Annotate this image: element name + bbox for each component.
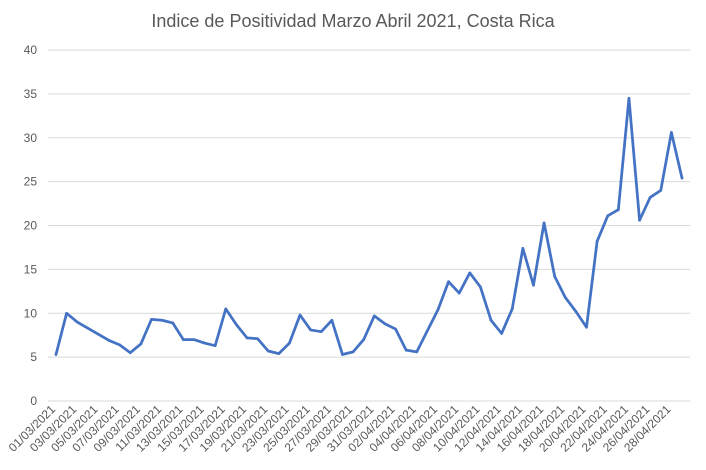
y-tick-label: 10 bbox=[24, 306, 38, 320]
series-line bbox=[54, 96, 684, 356]
y-tick-label: 40 bbox=[24, 43, 38, 57]
data-point bbox=[680, 176, 684, 180]
chart-title: Indice de Positividad Marzo Abril 2021, … bbox=[151, 11, 555, 31]
data-point bbox=[118, 343, 121, 347]
data-point bbox=[532, 283, 535, 287]
data-point bbox=[595, 239, 599, 243]
data-point bbox=[574, 310, 578, 313]
data-point bbox=[489, 318, 493, 322]
data-point bbox=[500, 332, 503, 335]
data-point bbox=[542, 221, 546, 225]
data-point bbox=[648, 196, 652, 199]
data-point bbox=[436, 308, 440, 312]
data-point bbox=[457, 291, 461, 295]
data-point bbox=[107, 339, 111, 342]
data-point bbox=[97, 333, 100, 336]
data-point bbox=[288, 341, 291, 345]
data-point bbox=[224, 307, 228, 311]
data-point bbox=[638, 218, 641, 222]
data-point bbox=[266, 349, 270, 353]
data-point bbox=[75, 320, 79, 324]
data-point bbox=[362, 338, 365, 341]
data-point bbox=[150, 318, 153, 321]
data-point bbox=[404, 348, 408, 352]
data-point bbox=[330, 318, 334, 322]
data-point bbox=[171, 321, 175, 325]
data-point bbox=[277, 352, 281, 355]
data-point bbox=[383, 322, 387, 326]
data-point bbox=[182, 338, 185, 341]
data-point bbox=[585, 325, 588, 329]
data-point bbox=[394, 327, 397, 331]
y-tick-label: 20 bbox=[24, 219, 38, 233]
y-tick-label: 25 bbox=[24, 175, 38, 189]
data-point bbox=[468, 271, 472, 275]
data-point bbox=[415, 350, 419, 354]
series-group bbox=[54, 96, 684, 356]
data-point bbox=[245, 336, 249, 340]
data-point bbox=[160, 318, 164, 322]
data-point bbox=[659, 189, 663, 192]
y-axis-ticks: 0 5 10 15 20 25 30 35 40 bbox=[24, 43, 38, 408]
data-point bbox=[213, 344, 217, 348]
data-point bbox=[192, 338, 196, 341]
data-point bbox=[479, 285, 482, 289]
data-point bbox=[426, 329, 429, 333]
y-tick-label: 35 bbox=[24, 87, 38, 101]
data-point bbox=[128, 351, 132, 355]
data-point bbox=[373, 314, 376, 318]
data-point bbox=[447, 280, 450, 283]
y-tick-label: 0 bbox=[30, 394, 37, 408]
data-point bbox=[341, 353, 344, 356]
data-point bbox=[235, 323, 238, 326]
data-point bbox=[203, 341, 206, 345]
data-point bbox=[606, 214, 610, 218]
data-point bbox=[54, 353, 58, 356]
y-tick-label: 30 bbox=[24, 131, 38, 145]
data-point bbox=[521, 247, 525, 250]
data-point bbox=[309, 328, 312, 332]
data-point bbox=[256, 337, 259, 340]
data-point bbox=[553, 275, 556, 278]
data-point bbox=[139, 342, 143, 346]
data-point bbox=[627, 96, 631, 100]
data-point bbox=[351, 350, 355, 354]
data-point bbox=[563, 296, 567, 299]
data-point bbox=[319, 330, 323, 333]
gridlines bbox=[48, 49, 690, 402]
data-point bbox=[617, 208, 620, 212]
x-axis-ticks: 01/03/202103/03/202105/03/202107/03/2021… bbox=[6, 402, 674, 455]
y-tick-label: 15 bbox=[24, 262, 38, 276]
data-point bbox=[86, 326, 90, 330]
data-point bbox=[510, 307, 514, 311]
data-point bbox=[65, 311, 68, 315]
y-tick-label: 5 bbox=[30, 350, 37, 364]
data-point bbox=[670, 131, 673, 134]
data-point bbox=[298, 313, 302, 317]
